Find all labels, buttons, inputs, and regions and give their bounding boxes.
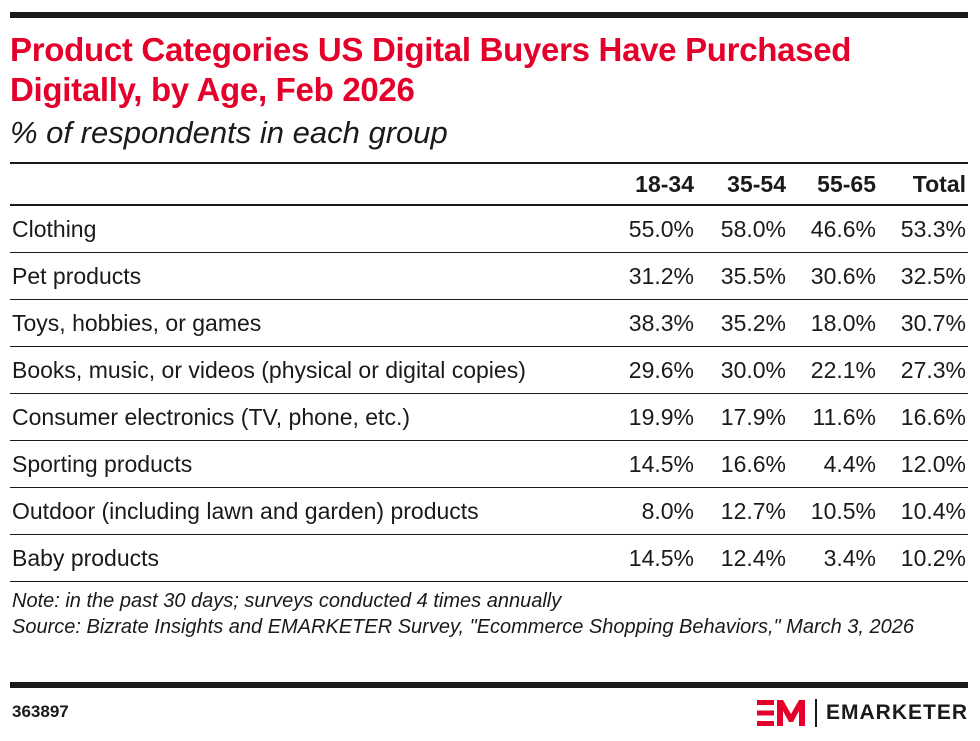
emarketer-logo-mark-icon xyxy=(756,700,805,726)
bottom-rule xyxy=(10,682,968,688)
row-category-label: Outdoor (including lawn and garden) prod… xyxy=(12,497,479,524)
column-header: 55-65 xyxy=(817,170,876,197)
table-row: Sporting products 14.5% 16.6% 4.4% 12.0% xyxy=(10,441,968,488)
value-cell: 38.3% xyxy=(628,309,694,336)
value-cell: 10.2% xyxy=(900,544,966,571)
value-cell: 16.6% xyxy=(900,403,966,430)
value-cell: 32.5% xyxy=(900,262,966,289)
top-rule xyxy=(10,12,968,18)
row-category-label: Pet products xyxy=(12,262,142,289)
value-cell: 53.3% xyxy=(900,215,966,242)
value-cell: 11.6% xyxy=(812,403,876,430)
row-category-label: Consumer electronics (TV, phone, etc.) xyxy=(12,403,410,430)
value-cell: 35.5% xyxy=(720,262,786,289)
value-cell: 18.0% xyxy=(810,309,876,336)
table-row: Baby products 14.5% 12.4% 3.4% 10.2% xyxy=(10,535,968,582)
value-cell: 27.3% xyxy=(900,356,966,383)
value-cell: 16.6% xyxy=(720,450,786,477)
value-cell: 58.0% xyxy=(720,215,786,242)
column-header: 18-34 xyxy=(635,170,694,197)
logo-divider xyxy=(814,699,817,727)
row-category-label: Sporting products xyxy=(12,450,193,477)
value-cell: 10.4% xyxy=(900,497,966,524)
source-text: Source: Bizrate Insights and EMARKETER S… xyxy=(12,616,915,638)
row-category-label: Baby products xyxy=(12,544,160,571)
category-column-header xyxy=(10,163,606,205)
table-row: Books, music, or videos (physical or dig… xyxy=(10,347,968,394)
footnotes: Note: in the past 30 days; surveys condu… xyxy=(10,588,968,640)
value-cell: 14.5% xyxy=(628,450,694,477)
row-category-label: Toys, hobbies, or games xyxy=(12,309,262,336)
value-cell: 30.6% xyxy=(810,262,876,289)
value-cell: 4.4% xyxy=(823,450,876,477)
value-cell: 17.9% xyxy=(720,403,786,430)
table-row: Toys, hobbies, or games 38.3% 35.2% 18.0% 30… xyxy=(10,300,968,347)
value-cell: 29.6% xyxy=(628,356,694,383)
table-row: Clothing 55.0% 58.0% 46.6% 53.3% xyxy=(10,205,968,253)
value-cell: 12.0% xyxy=(900,450,966,477)
brand-name: EMARKETER xyxy=(825,701,968,724)
value-cell: 3.4% xyxy=(823,544,876,571)
row-category-label: Books, music, or videos (physical or dig… xyxy=(12,356,526,383)
data-table: 18-34 35-54 55-65 Total Clothing 55.0% 58.… xyxy=(10,162,968,582)
value-cell: 30.0% xyxy=(720,356,786,383)
table-header-row: 18-34 35-54 55-65 Total xyxy=(10,163,968,205)
value-cell: 12.4% xyxy=(720,544,786,571)
value-cell: 31.2% xyxy=(628,262,694,289)
value-cell: 30.7% xyxy=(900,309,966,336)
value-cell: 46.6% xyxy=(810,215,876,242)
brand-logo: EMARKETER xyxy=(756,697,968,729)
table-row: Pet products 31.2% 35.5% 30.6% 32.5% xyxy=(10,253,968,300)
table-row: Outdoor (including lawn and garden) prod… xyxy=(10,488,968,535)
value-cell: 55.0% xyxy=(628,215,694,242)
table-body: Clothing 55.0% 58.0% 46.6% 53.3% Pet products… xyxy=(10,205,968,582)
chart-title: Product Categories US Digital Buyers Hav… xyxy=(10,31,852,108)
note-text: Note: in the past 30 days; surveys condu… xyxy=(12,590,562,612)
chart-frame: Product Categories US Digital Buyers Hav… xyxy=(10,12,968,640)
chart-subtitle: % of respondents in each group xyxy=(10,115,448,150)
column-header: 35-54 xyxy=(727,170,786,197)
table-row: Consumer electronics (TV, phone, etc.) 19… xyxy=(10,394,968,441)
value-cell: 14.5% xyxy=(628,544,694,571)
value-cell: 12.7% xyxy=(720,497,786,524)
value-cell: 22.1% xyxy=(810,356,876,383)
value-cell: 8.0% xyxy=(641,497,694,524)
column-header: Total xyxy=(912,170,966,197)
value-cell: 10.5% xyxy=(810,497,876,524)
chart-id: 363897 xyxy=(12,702,69,721)
row-category-label: Clothing xyxy=(12,215,97,242)
value-cell: 19.9% xyxy=(628,403,694,430)
value-cell: 35.2% xyxy=(720,309,786,336)
